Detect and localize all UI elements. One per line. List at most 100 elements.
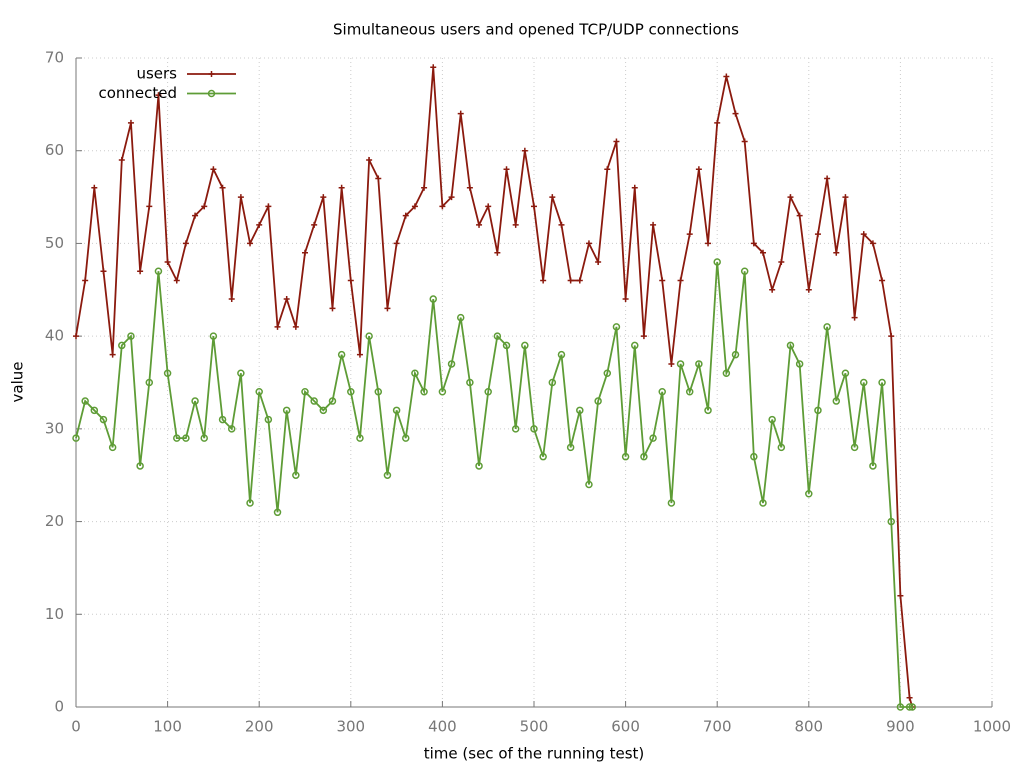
point <box>878 378 886 387</box>
point <box>99 415 108 424</box>
point <box>548 378 557 387</box>
point <box>310 397 318 405</box>
point <box>558 221 565 228</box>
point <box>91 184 98 191</box>
x-tick-label: 800 <box>794 718 823 736</box>
point <box>805 490 813 498</box>
point <box>466 184 473 191</box>
point <box>328 397 337 405</box>
point <box>173 434 181 442</box>
point <box>841 369 850 377</box>
point <box>585 480 593 489</box>
point <box>705 240 712 247</box>
point <box>82 277 89 284</box>
point <box>274 323 281 330</box>
point <box>210 166 217 173</box>
x-tick-label: 0 <box>71 718 81 736</box>
point <box>667 499 676 507</box>
point <box>814 231 821 238</box>
point <box>612 323 621 331</box>
point <box>649 434 657 442</box>
point <box>869 462 877 470</box>
point <box>173 277 180 284</box>
point <box>72 434 80 442</box>
point <box>237 194 244 201</box>
legend-label: connected <box>98 84 177 102</box>
point <box>888 333 895 340</box>
point <box>521 341 529 350</box>
point <box>201 203 208 210</box>
point <box>81 397 89 405</box>
point <box>494 249 501 256</box>
point <box>292 471 300 479</box>
point <box>714 119 721 126</box>
point <box>786 341 795 350</box>
point <box>750 240 757 247</box>
point <box>447 360 456 368</box>
point <box>265 203 272 210</box>
point <box>668 360 675 367</box>
point <box>686 231 693 238</box>
point <box>631 341 639 350</box>
point <box>136 462 144 470</box>
point <box>621 452 630 461</box>
point <box>164 258 171 265</box>
legend-marker <box>207 89 216 98</box>
point <box>182 434 190 442</box>
point <box>456 313 465 322</box>
point <box>732 110 739 117</box>
point <box>411 203 418 210</box>
point <box>704 406 712 415</box>
point <box>557 350 566 359</box>
point <box>658 388 666 396</box>
point <box>311 221 318 228</box>
point <box>722 369 731 377</box>
point <box>320 194 327 201</box>
point <box>218 415 227 424</box>
point <box>337 350 346 359</box>
point <box>778 258 785 265</box>
point <box>273 508 282 517</box>
point <box>842 194 849 201</box>
series-line <box>75 261 913 708</box>
point <box>200 434 208 442</box>
point <box>860 231 867 238</box>
point <box>255 388 263 396</box>
point <box>887 517 895 526</box>
x-tick-label: 100 <box>153 718 182 736</box>
point <box>750 452 758 461</box>
point <box>402 212 409 219</box>
point <box>741 138 748 145</box>
point <box>622 296 629 303</box>
point <box>127 119 134 126</box>
y-tick-label: 50 <box>45 234 64 252</box>
point <box>256 221 263 228</box>
point <box>329 305 336 312</box>
point <box>475 462 483 470</box>
point <box>824 175 831 182</box>
point <box>247 240 254 247</box>
chart-title: Simultaneous users and opened TCP/UDP co… <box>333 21 739 39</box>
point <box>374 388 383 396</box>
x-tick-label: 500 <box>520 718 549 736</box>
point <box>118 156 125 163</box>
point <box>375 175 382 182</box>
point <box>466 378 474 387</box>
point <box>759 499 767 507</box>
point <box>237 369 245 377</box>
point <box>549 194 556 201</box>
point <box>677 277 684 284</box>
point <box>833 249 840 256</box>
point <box>457 110 464 117</box>
point <box>154 267 163 275</box>
point <box>356 434 364 442</box>
point <box>319 406 328 415</box>
point <box>777 443 786 452</box>
point <box>137 268 144 275</box>
point <box>191 397 199 405</box>
point <box>613 138 620 145</box>
y-tick-label: 10 <box>45 605 64 623</box>
legend-label: users <box>136 65 177 83</box>
point <box>814 406 822 415</box>
y-tick-label: 40 <box>45 327 64 345</box>
